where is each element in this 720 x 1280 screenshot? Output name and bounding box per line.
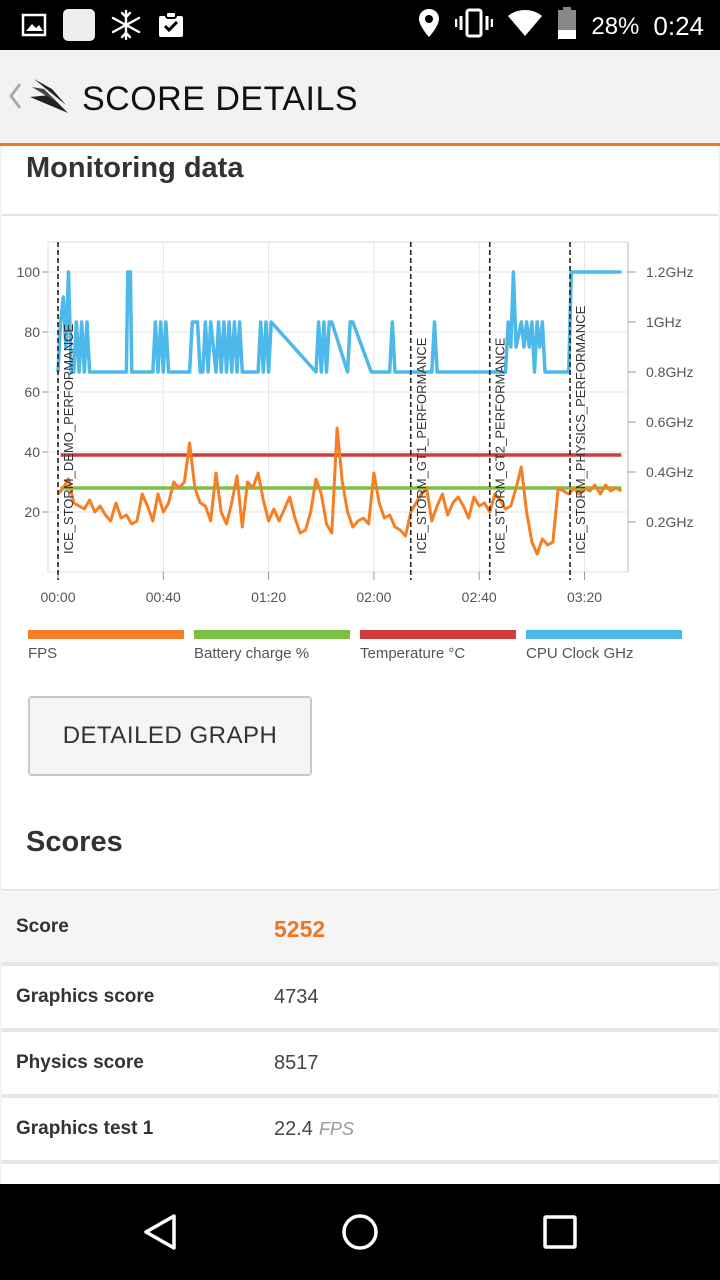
legend-swatch-temperature [360,630,516,639]
recents-square-icon[interactable] [542,1214,578,1255]
3dmark-logo-icon[interactable] [28,75,70,122]
page-title: SCORE DETAILS [82,80,359,118]
divider [2,889,718,891]
score-row: Score 5252 [2,892,718,962]
divider [2,214,718,216]
location-pin-icon [417,7,441,46]
test-marker-label: ICE_STORM_GT2_PERFORMANCE [493,337,508,554]
x-tick-label: 02:40 [462,589,497,605]
plot-area [47,241,629,573]
legend-label-fps: FPS [28,645,58,662]
score-value: 5252 [274,916,326,942]
test-marker-label: ICE_STORM_GT1_PERFORMANCE [414,337,429,554]
app-bar: SCORE DETAILS [0,50,720,146]
chart-legend: FPS Battery charge % Temperature °C CPU … [28,630,694,670]
legend-swatch-fps [28,630,184,639]
score-details-card: Monitoring data 100 80 60 40 20 00:00 00:40 01:… [2,146,718,1184]
content-area[interactable]: Monitoring data 100 80 60 40 20 00:00 00:40 01:… [0,146,720,1184]
legend-item-temperature: Temperature °C [360,630,516,662]
y-left-tick-label: 80 [24,324,40,340]
scores-title: Scores [26,826,123,858]
snowflake-icon [110,9,142,46]
x-tick-label: 03:20 [567,589,602,605]
legend-swatch-cpu-clock [526,630,682,639]
test-marker-label: ICE_STORM_DEMO_PERFORMANCE [61,323,76,554]
series-line-cpu-clock-ghz [56,270,622,374]
navigation-bar [0,1184,720,1280]
y-right-tick-label: 0.8GHz [646,364,693,380]
clock-time: 0:24 [653,11,704,41]
graphics-test-1-value: 22.4 FPS [274,1118,354,1141]
physics-score-label: Physics score [16,1052,144,1073]
x-tick-label: 00:00 [40,589,75,605]
x-tick-label: 01:20 [251,589,286,605]
graphics-test-1-label: Graphics test 1 [16,1118,154,1139]
graphics-test-1-row: Graphics test 1 22.4 FPS [2,1098,718,1160]
graphics-test-1-number: 22.4 [274,1118,313,1140]
y-right-tick-label: 0.4GHz [646,464,693,480]
legend-item-fps: FPS [28,630,184,662]
wifi-icon [507,8,543,45]
y-right-tick-label: 0.2GHz [646,514,693,530]
home-circle-icon[interactable] [340,1212,380,1257]
monitoring-title: Monitoring data [26,152,244,184]
y-right-tick-label: 1GHz [646,314,682,330]
y-left-tick-label: 20 [24,504,40,520]
x-tick-label: 02:00 [356,589,391,605]
y-left-tick-label: 60 [24,384,40,400]
x-tick-label: 00:40 [146,589,181,605]
series-line-fps [56,426,623,556]
legend-label-cpu-clock: CPU Clock GHz [526,645,634,662]
graphics-score-label: Graphics score [16,986,155,1007]
legend-item-battery: Battery charge % [194,630,350,662]
back-chevron-icon[interactable] [8,82,22,118]
divider [2,962,718,966]
detailed-graph-button[interactable]: DETAILED GRAPH [28,696,312,776]
physics-score-value: 8517 [274,1052,319,1074]
y-right-tick-label: 0.6GHz [646,414,693,430]
graphics-test-1-unit: FPS [318,1119,354,1139]
vibrate-icon [455,7,494,46]
battery-icon [557,6,577,47]
back-triangle-icon[interactable] [140,1212,180,1257]
legend-item-cpu-clock: CPU Clock GHz [526,630,682,662]
legend-label-temperature: Temperature °C [360,645,466,662]
clipboard-check-icon [156,10,186,45]
graphics-score-value: 4734 [274,986,319,1008]
divider [2,1028,718,1032]
y-left-tick-label: 40 [24,444,40,460]
divider [2,1160,718,1164]
legend-label-battery: Battery charge % [194,645,310,662]
divider [2,1094,718,1098]
graphics-score-row: Graphics score 4734 [2,966,718,1028]
score-label: Score [16,916,69,937]
status-bar: 28% 0:24 [0,0,720,50]
test-marker-label: ICE_STORM_PHYSICS_PERFORMANCE [573,305,588,554]
battery-percent: 28% [591,12,640,40]
y-right-tick-label: 1.2GHz [646,264,693,280]
legend-swatch-battery [194,630,350,639]
image-icon [20,11,48,44]
monitoring-chart: 100 80 60 40 20 00:00 00:40 01:20 02:00 02:40 03:2… [17,241,693,605]
y-left-tick-label: 100 [17,264,41,280]
physics-score-row: Physics score 8517 [2,1032,718,1094]
app-square-icon [62,8,96,47]
